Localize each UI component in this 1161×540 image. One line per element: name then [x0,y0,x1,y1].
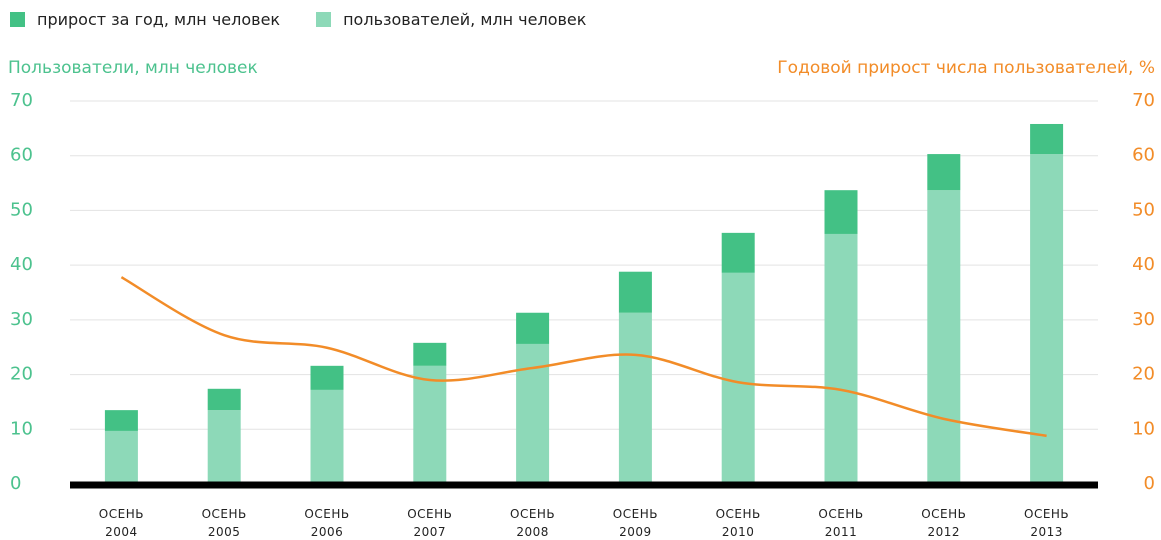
y2-tick-label: 10 [1132,418,1155,439]
bar-segment [413,365,447,484]
y2-tick-label: 60 [1132,145,1155,166]
y-tick-label: 10 [10,418,33,439]
legend-item: прирост за год, млн человек [10,10,280,29]
y-tick-label: 0 [10,473,21,494]
y-tick-label: 20 [10,364,33,385]
x-tick-label: ОСЕНЬ 2012 [921,507,967,539]
bar-segment [721,272,755,484]
bar-segment [207,388,241,411]
y2-tick-label: 70 [1132,90,1155,111]
y-axis-title: Пользователи, млн человек [8,58,258,78]
y-tick-label: 50 [10,199,33,220]
bar-segment [516,343,550,484]
y2-tick-label: 40 [1132,254,1155,275]
x-tick-label: ОСЕНЬ 2007 [407,507,453,539]
bar-segment [1030,154,1064,484]
legend-label: пользователей, млн человек [343,10,587,29]
x-tick-label: ОСЕНЬ 2006 [304,507,350,539]
bar-segment [104,410,138,431]
y-tick-label: 60 [10,145,33,166]
bar-segment [824,190,858,234]
legend: прирост за год, млн человек пользователей… [10,10,586,29]
x-tick-label: ОСЕНЬ 2005 [201,507,247,539]
bar-segment [104,430,138,484]
y2-axis-title: Годовой прирост числа пользователей, % [777,58,1155,78]
bar-segment [516,312,550,344]
x-tick-label: ОСЕНЬ 2011 [818,507,864,539]
y2-tick-label: 30 [1132,309,1155,330]
bar-segment [310,365,344,390]
bar-segment [310,389,344,484]
legend-swatch [10,12,25,27]
y2-tick-label: 20 [1132,364,1155,385]
x-tick-label: ОСЕНЬ 2013 [1024,507,1070,539]
bar-segment [824,233,858,484]
y2-tick-label: 50 [1132,199,1155,220]
legend-swatch [316,12,332,27]
bar-segment [927,154,961,191]
legend-label: прирост за год, млн человек [37,10,281,29]
line [120,276,1047,438]
bar-segment [618,312,652,484]
bar-segment [1030,123,1064,155]
y-tick-label: 30 [10,309,33,330]
x-tick-label: ОСЕНЬ 2008 [510,507,556,539]
x-tick-label: ОСЕНЬ 2010 [715,507,761,539]
y2-tick-label: 0 [1144,473,1155,494]
x-tick-label: ОСЕНЬ 2009 [612,507,658,539]
legend-item: пользователей, млн человек [316,10,586,29]
bar-segment [413,342,447,366]
y-tick-label: 70 [10,90,33,111]
bar-segment [207,410,241,484]
bar-segment [721,232,755,273]
bar-segment [618,271,652,313]
y-tick-label: 40 [10,254,33,275]
bar-segment [927,190,961,485]
x-tick-label: ОСЕНЬ 2004 [98,507,144,539]
